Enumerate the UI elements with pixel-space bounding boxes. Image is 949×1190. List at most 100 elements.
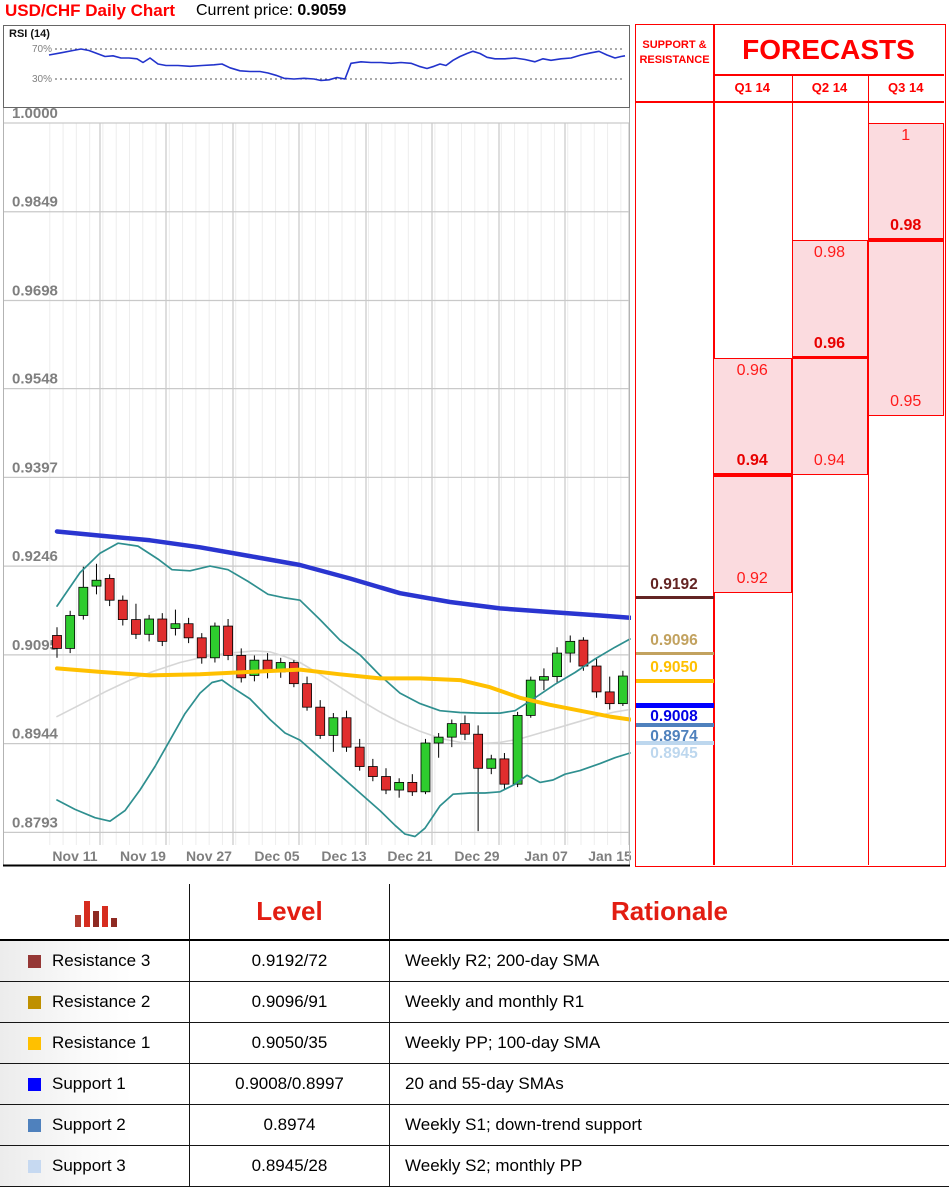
candle-up [446, 723, 457, 738]
candle-down [578, 639, 589, 667]
candle-down [473, 733, 484, 769]
table-icon-cell [0, 884, 190, 941]
candle-down [341, 717, 352, 748]
date-axis-label: Nov 27 [186, 848, 232, 864]
candle-up [170, 623, 181, 629]
forecast-value-label: 0.98 [890, 217, 922, 235]
bollinger-lower [56, 679, 631, 838]
price-axis-label: 0.9397 [12, 459, 58, 476]
level-name: Resistance 2 [52, 992, 151, 1011]
forecasts-header-divider [636, 101, 944, 103]
levels-rationale-table: Level Rationale Resistance 3 0.9192/72 Wee… [0, 884, 949, 1187]
rationale-column-header: Rationale [390, 884, 949, 941]
date-axis-label: Nov 11 [52, 848, 97, 864]
candle-up [433, 736, 444, 744]
candle-down [196, 637, 207, 659]
forecast-level-line [867, 238, 944, 242]
level-name: Resistance 3 [52, 951, 151, 970]
forecast-value-label: 0.94 [736, 452, 768, 470]
support-resistance-forecasts-panel: SUPPORT & RESISTANCE FORECASTS Q1 14 Q2 1… [635, 24, 946, 867]
candle-up [78, 586, 89, 616]
forecasts-title: FORECASTS [742, 33, 915, 65]
candle-down [499, 758, 510, 785]
candle-down [354, 746, 365, 767]
date-axis-label: Dec 21 [387, 848, 432, 864]
support-resistance-line [636, 740, 714, 745]
candle-down [223, 625, 233, 656]
table-row-name: Support 1 [0, 1064, 190, 1105]
level-value: 0.9096/91 [190, 982, 390, 1023]
candle-up [552, 652, 562, 678]
level-column-header: Level [190, 884, 390, 941]
current-price: Current price: 0.9059 [196, 2, 346, 20]
candle-down [52, 635, 62, 649]
rsi-line-chart [48, 48, 626, 82]
date-axis-label: Jan 07 [524, 848, 568, 864]
price-axis-label: 0.9095 [12, 637, 58, 654]
candle-down [302, 683, 312, 708]
level-color-swatch-icon [28, 1159, 41, 1173]
support-resistance-header-line1: SUPPORT & [642, 39, 707, 51]
bollinger-upper [56, 542, 631, 714]
candle-down [604, 691, 615, 705]
rsi-line [48, 48, 626, 82]
support-resistance-header: SUPPORT & RESISTANCE [636, 38, 713, 68]
forecast-level-line [791, 355, 868, 360]
level-rationale: Weekly S2; monthly PP [390, 1146, 949, 1187]
candle-up [420, 742, 431, 793]
forecast-column-header: Q2 14 [811, 80, 848, 95]
level-rationale: 20 and 55-day SMAs [390, 1064, 949, 1105]
date-axis-label: Dec 05 [254, 848, 299, 864]
level-name: Resistance 1 [52, 1033, 151, 1052]
date-axis-label: Nov 19 [120, 848, 166, 864]
candle-down [236, 655, 247, 679]
support-resistance-line [636, 652, 714, 656]
support-resistance-label: 0.9192 [650, 575, 698, 593]
forecast-high-label: 0.98 [813, 244, 846, 262]
panel-divider [867, 74, 869, 865]
candle-up [65, 615, 76, 649]
candle-up [249, 659, 260, 676]
level-name: Support 1 [52, 1074, 126, 1093]
support-resistance-label: 0.9050 [650, 658, 698, 676]
candle-down [591, 665, 602, 693]
price-axis-label: 0.9548 [12, 371, 58, 388]
table-row-name: Resistance 3 [0, 941, 190, 982]
current-price-label: Current price: [196, 2, 293, 19]
level-color-swatch-icon [28, 1077, 41, 1091]
current-price-value: 0.9059 [297, 2, 347, 19]
forecast-low-label: 0.94 [813, 452, 846, 470]
level-rationale: Weekly S1; down-trend support [390, 1105, 949, 1146]
forecast-column-header: Q3 14 [888, 80, 924, 95]
100-day SMA [55, 666, 631, 722]
candle-up [565, 640, 576, 654]
level-value: 0.8945/28 [190, 1146, 390, 1187]
candle-down [288, 662, 299, 685]
level-color-swatch-icon [28, 1118, 41, 1132]
candle-up [328, 717, 339, 736]
level-color-swatch-icon [28, 1036, 41, 1050]
support-resistance-label: 0.9008 [650, 708, 698, 726]
candle-down [407, 781, 418, 793]
table-row-name: Resistance 1 [0, 1023, 190, 1064]
candle-up [512, 715, 523, 785]
rsi-panel: RSI (14) 70% 30% [3, 25, 630, 108]
candle-down [315, 706, 326, 736]
candle-down [381, 776, 391, 791]
level-rationale: Weekly and monthly R1 [390, 982, 949, 1023]
candle-down [117, 599, 128, 621]
level-value: 0.9192/72 [190, 941, 390, 982]
price-axis-label: 0.8944 [12, 726, 59, 743]
candle-up [210, 625, 220, 659]
support-resistance-line [636, 703, 714, 708]
forecast-range-box [867, 122, 944, 417]
forecast-level-line [713, 473, 792, 477]
support-resistance-label: 0.8945 [650, 745, 698, 763]
candle-down [183, 623, 194, 639]
price-axis-label: 1.0000 [12, 108, 58, 122]
candle-up [394, 781, 405, 791]
level-name: Support 2 [52, 1115, 126, 1134]
support-resistance-label: 0.9096 [650, 632, 698, 650]
55-day SMA [56, 649, 631, 745]
200-day SMA [54, 529, 631, 621]
